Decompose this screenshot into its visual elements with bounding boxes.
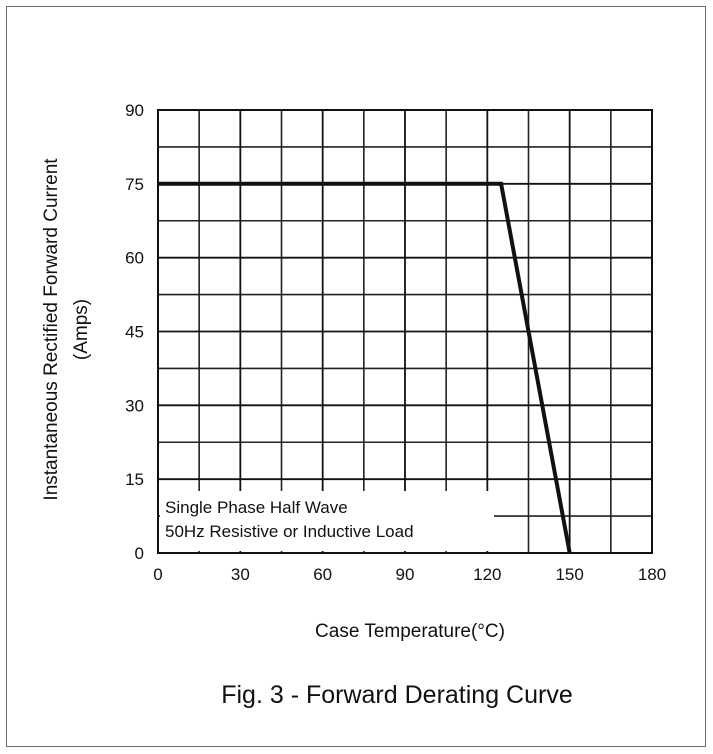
annotation-box xyxy=(160,491,494,551)
y-tick-labels: 0 15 30 45 60 75 90 xyxy=(125,101,144,563)
x-tick-label: 150 xyxy=(555,565,583,584)
x-tick-label: 90 xyxy=(396,565,415,584)
y-tick-label: 30 xyxy=(125,396,144,415)
y-axis-label-line-2: (Amps) xyxy=(71,299,92,360)
y-tick-label: 15 xyxy=(125,470,144,489)
x-tick-label: 180 xyxy=(638,565,666,584)
x-tick-labels: 0 30 60 90 120 150 180 xyxy=(153,565,666,584)
figure-title: Fig. 3 - Forward Derating Curve xyxy=(221,681,573,709)
y-tick-label: 60 xyxy=(125,249,144,268)
annotation-line-1: Single Phase Half Wave xyxy=(165,498,348,517)
plot-border xyxy=(157,109,653,554)
x-tick-label: 60 xyxy=(313,565,332,584)
grid-major xyxy=(157,109,653,554)
y-tick-label: 90 xyxy=(125,101,144,120)
x-tick-label: 30 xyxy=(231,565,250,584)
y-tick-label: 75 xyxy=(125,175,144,194)
figure-frame xyxy=(6,6,706,747)
x-tick-label: 0 xyxy=(153,565,162,584)
y-axis-label-line-1: Instantaneous Rectified Forward Current xyxy=(41,158,62,501)
annotation-line-2: 50Hz Resistive or Inductive Load xyxy=(165,522,414,541)
y-tick-label: 45 xyxy=(125,323,144,342)
x-tick-label: 120 xyxy=(473,565,501,584)
x-axis-label: Case Temperature(°C) xyxy=(315,621,505,642)
series-line xyxy=(158,181,572,554)
y-tick-label: 0 xyxy=(135,544,144,563)
